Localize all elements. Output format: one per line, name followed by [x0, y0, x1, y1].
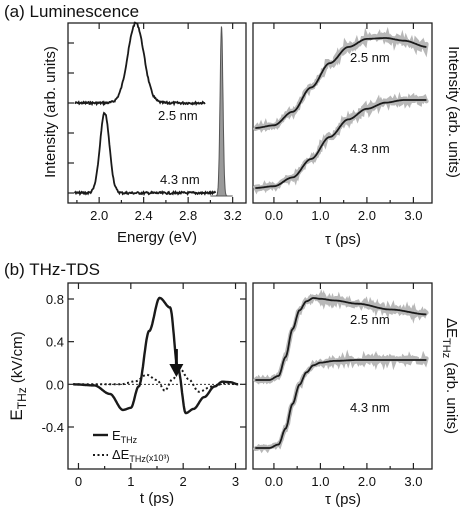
x-tick-label: 2 — [180, 474, 187, 489]
y-tick-label: -0.4 — [42, 420, 64, 435]
a-right-xlabel: τ (ps) — [325, 231, 361, 248]
fit-line — [255, 99, 427, 189]
x-tick-label: 1.0 — [311, 474, 329, 489]
excitation-peak — [210, 26, 233, 197]
x-tick-label: 1 — [127, 474, 134, 489]
a-right-label-4p3: 4.3 nm — [350, 141, 390, 156]
panel-a-right-series — [253, 26, 429, 195]
delta-ethz-line — [73, 368, 239, 393]
fit-line — [255, 297, 427, 381]
panel-a-left-series — [73, 21, 233, 197]
legend-ethz: ETHz — [112, 428, 138, 445]
panel-a-right-ticks — [273, 23, 415, 203]
x-tick-label: 0.0 — [265, 474, 283, 489]
data-trace — [253, 26, 429, 133]
panel-a-right-frame — [252, 22, 433, 204]
panel-b-right: 2.5 nm 4.3 nm 0.0 1.0 2.0 3.0 τ (ps) ΔETHz … — [252, 282, 460, 508]
a-left-label-4p3: 4.3 nm — [160, 172, 200, 187]
x-tick-label: 2.0 — [358, 208, 376, 223]
luminescence-line — [74, 21, 206, 107]
b-left-ylabel: ETHz (kV/cm) — [7, 331, 29, 420]
panel-a-title: (a) Luminescence — [4, 2, 139, 21]
panel-b-title: (b) THz-TDS — [4, 260, 100, 279]
b-right-label-4p3: 4.3 nm — [350, 400, 390, 415]
x-tick-label: 1.0 — [311, 208, 329, 223]
y-tick-label: 0.0 — [46, 377, 64, 392]
arrow-head — [169, 364, 184, 377]
panel-b-left-frame — [67, 282, 247, 470]
panel-b-left-series — [68, 296, 246, 415]
a-right-ylabel: Intensity (arb. units) — [445, 46, 462, 178]
x-tick-label: 3.2 — [224, 208, 242, 223]
legend: ETHz ΔETHz(x10³) — [93, 428, 169, 464]
panel-a-left-ticks — [68, 23, 234, 203]
panel-a-left-frame — [67, 22, 247, 204]
fit-line — [255, 359, 427, 449]
a-left-label-2p5: 2.5 nm — [158, 108, 198, 123]
x-tick-label: 2.0 — [358, 474, 376, 489]
y-tick-label: 0.4 — [46, 335, 64, 350]
luminescence-line — [73, 111, 217, 196]
x-tick-label: 0 — [75, 474, 82, 489]
b-right-ylabel: ΔETHz (arb. units) — [440, 318, 460, 434]
panel-b-right-ticks — [273, 283, 415, 469]
x-tick-label: 2.0 — [90, 208, 108, 223]
ethz-line — [73, 296, 239, 415]
panel-b-left-xtick-labels: 0 1 2 3 — [75, 474, 239, 489]
arrow-marker — [169, 349, 184, 377]
panel-a-right: 2.5 nm 4.3 nm 0.0 1.0 2.0 3.0 τ (ps) Intens… — [252, 22, 462, 248]
x-tick-label: 2.4 — [135, 208, 153, 223]
b-right-xlabel: τ (ps) — [325, 491, 361, 508]
panel-a-left: 2.5 nm 4.3 nm 2.0 2.4 2.8 3.2 Energy (eV) I… — [42, 21, 247, 246]
x-tick-label: 3.0 — [404, 208, 422, 223]
x-tick-label: 0.0 — [265, 208, 283, 223]
panel-a-left-xtick-labels: 2.0 2.4 2.8 3.2 — [90, 208, 242, 223]
a-left-ylabel: Intensity (arb. units) — [42, 46, 59, 178]
x-tick-label: 3.0 — [404, 474, 422, 489]
data-trace — [253, 91, 429, 195]
fit-line — [255, 37, 427, 129]
x-tick-label: 2.8 — [179, 208, 197, 223]
b-left-xlabel: t (ps) — [140, 490, 174, 507]
panel-b-right-series — [253, 288, 429, 454]
y-tick-label: 0.8 — [46, 292, 64, 307]
panel-b-left-ticks — [68, 283, 246, 469]
a-right-label-2p5: 2.5 nm — [350, 50, 390, 65]
panel-a-right-xtick-labels: 0.0 1.0 2.0 3.0 — [265, 208, 423, 223]
panel-b-left-ytick-labels: -0.4 0.0 0.4 0.8 — [42, 292, 64, 435]
panel-b-right-xtick-labels: 0.0 1.0 2.0 3.0 — [265, 474, 423, 489]
x-tick-label: 3 — [232, 474, 239, 489]
a-left-xlabel: Energy (eV) — [117, 229, 197, 246]
panel-b-left: -0.4 0.0 0.4 0.8 0 1 2 3 t (ps) ETHz (kV/cm) E… — [7, 282, 247, 507]
legend-dethz: ΔETHz(x10³) — [112, 447, 169, 464]
b-right-label-2p5: 2.5 nm — [350, 312, 390, 327]
panel-b-right-frame — [252, 282, 433, 470]
